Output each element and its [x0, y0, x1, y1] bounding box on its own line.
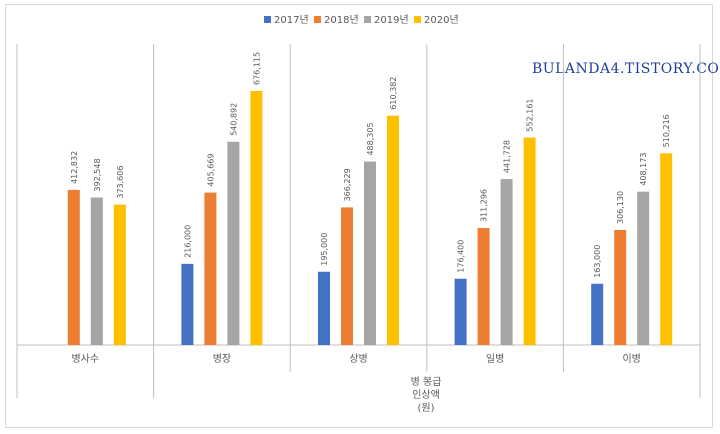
bar-2019년-상병: [364, 161, 376, 345]
data-label-2019년-병사수: 392,548: [93, 158, 102, 191]
bar-2017년-상병: [318, 271, 330, 345]
category-label-일병: 일병: [486, 353, 504, 365]
bar-2018년-병장: [204, 192, 217, 345]
data-label-2017년-병장: 216,000: [183, 225, 192, 258]
bar-2020년-병장: [250, 91, 263, 345]
data-label-2017년-일병: 176,400: [457, 240, 466, 273]
data-label-2020년-병사수: 373,606: [116, 166, 125, 199]
bar-2017년-병장: [181, 263, 194, 345]
group-label-line: 인상액: [412, 389, 440, 401]
bar-2020년-일병: [523, 137, 536, 345]
bar-2018년-상병: [341, 207, 353, 345]
watermark-text: BULANDA4.TISTORY.COM: [532, 61, 720, 77]
bar-2019년-이병: [637, 191, 650, 345]
data-label-2019년-일병: 441,728: [503, 140, 512, 173]
bar-2018년-병사수: [67, 189, 80, 345]
data-label-2019년-병장: 540,892: [229, 103, 238, 136]
category-label-병사수: 병사수: [71, 353, 99, 365]
bar-2019년-병사수: [90, 197, 103, 345]
category-label-병장: 병장: [213, 353, 231, 365]
bar-2020년-병사수: [113, 204, 126, 345]
legend-swatch-2017년: [264, 16, 271, 23]
data-label-2018년-일병: 311,296: [480, 189, 489, 222]
legend-swatch-2018년: [314, 16, 321, 23]
data-label-2020년-상병: 610,382: [389, 77, 398, 110]
data-label-2020년-이병: 510,216: [662, 114, 671, 147]
category-label-이병: 이병: [622, 353, 640, 365]
data-label-2018년-병장: 405,669: [206, 154, 215, 187]
bar-2017년-일병: [454, 278, 467, 345]
bar-2018년-일병: [477, 228, 490, 345]
bar-2019년-병장: [227, 141, 240, 345]
category-label-상병: 상병: [349, 353, 367, 365]
legend-label-2018년: 2018년: [324, 14, 359, 26]
data-label-2017년-상병: 195,000: [320, 233, 329, 266]
legend-label-2017년: 2017년: [274, 14, 309, 26]
group-label-line: 병 봉급: [411, 376, 442, 388]
legend-swatch-2020년: [414, 16, 421, 23]
bar-2019년-일병: [500, 179, 513, 345]
data-label-2020년-일병: 552,161: [526, 98, 535, 131]
legend-label-2020년: 2020년: [424, 14, 459, 26]
data-label-2019년-이병: 408,173: [639, 153, 648, 186]
bar-2017년-이병: [591, 283, 604, 345]
bar-2020년-이병: [660, 153, 673, 345]
data-label-2017년-이병: 163,000: [593, 245, 602, 278]
legend-swatch-2019년: [364, 16, 371, 23]
legend-label-2019년: 2019년: [374, 14, 409, 26]
data-label-2018년-상병: 366,229: [343, 168, 352, 201]
bar-2018년-이병: [614, 229, 627, 345]
data-label-2020년-병장: 676,115: [252, 52, 261, 85]
data-label-2018년-병사수: 412,832: [70, 151, 79, 184]
data-label-2019년-상병: 488,305: [366, 122, 375, 155]
data-label-2018년-이병: 306,130: [616, 191, 625, 224]
group-label-line: (원): [417, 402, 434, 414]
bar-2020년-상병: [387, 115, 399, 345]
